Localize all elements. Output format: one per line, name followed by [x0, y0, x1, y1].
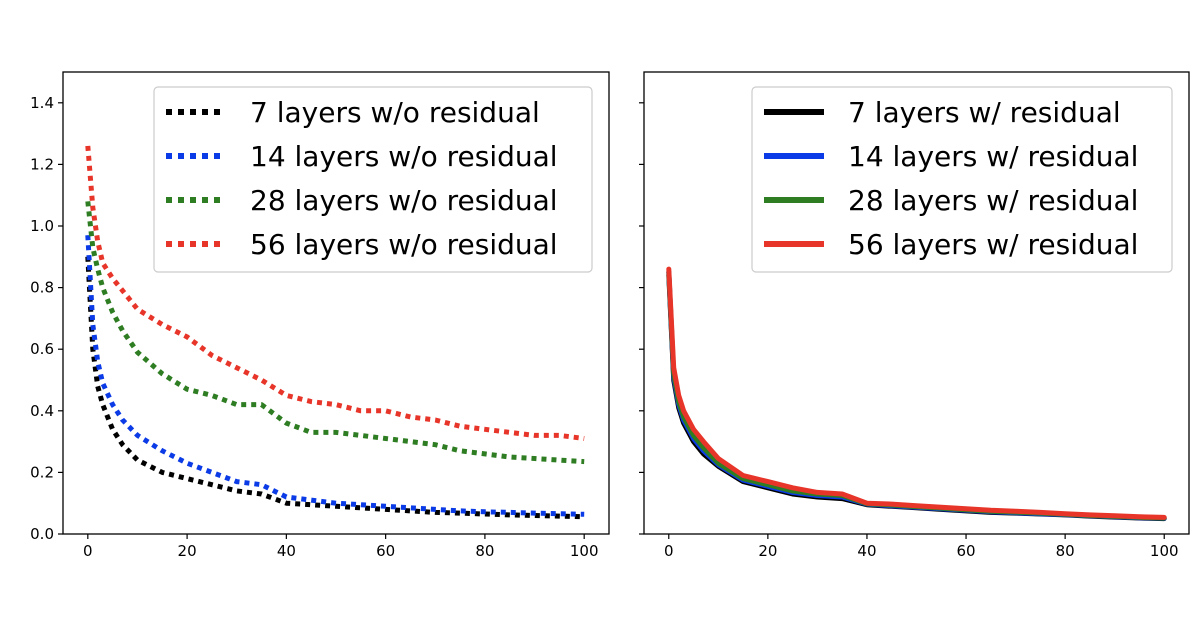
- y-tick-label: 0.4: [30, 402, 54, 420]
- y-tick-label: 1.2: [30, 155, 54, 173]
- y-tick-label: 0.8: [30, 279, 54, 297]
- axes-frame: [62, 71, 610, 535]
- series-line-3: [666, 269, 1167, 521]
- y-tick-label: 0.6: [30, 340, 54, 358]
- series-line-2: [666, 269, 1167, 521]
- series-line-4: [85, 145, 585, 441]
- x-tick-label: 60: [956, 542, 975, 560]
- legend: 7 layers w/o residual 14 layers w/o resid…: [153, 86, 593, 273]
- y-tick-label: 0.2: [30, 463, 54, 481]
- x-tick-label: 100: [570, 542, 599, 560]
- series-line-4: [666, 266, 1167, 520]
- legend-label: 56 layers w/o residual: [250, 228, 558, 261]
- legend-label: 7 layers w/ residual: [848, 96, 1121, 129]
- x-tick-label: 40: [857, 542, 876, 560]
- x-tick-label: 20: [758, 542, 777, 560]
- x-tick-label: 80: [475, 542, 494, 560]
- x-tick-label: 80: [1056, 542, 1075, 560]
- right-plot-panel: 0 20 40 60 80 100 7 layers w/ residual 14 layer…: [639, 71, 1190, 560]
- x-tick-label: 60: [376, 542, 395, 560]
- axes-frame: [643, 71, 1190, 535]
- y-tick-label: 1.0: [30, 217, 54, 235]
- legend-box: [751, 86, 1173, 273]
- series-line-2: [85, 235, 585, 517]
- legend-label: 14 layers w/o residual: [250, 140, 558, 173]
- legend-label: 7 layers w/o residual: [250, 96, 540, 129]
- legend-box: [153, 86, 593, 273]
- left-plot-panel: 0 20 40 60 80 100 0.0 0.2 0.4 0.6 0.8 1.0 1.2 1.4 7 la…: [30, 71, 610, 560]
- legend-label: 56 layers w/ residual: [848, 228, 1138, 261]
- series-line-3: [85, 201, 585, 465]
- x-tick-label: 0: [664, 542, 674, 560]
- series-line-1: [85, 256, 585, 520]
- legend-label: 28 layers w/ residual: [848, 184, 1138, 217]
- x-tick-label: 0: [83, 542, 93, 560]
- x-tick-label: 20: [178, 542, 197, 560]
- y-tick-label: 1.4: [30, 94, 54, 112]
- x-tick-label: 40: [277, 542, 296, 560]
- legend-label: 14 layers w/ residual: [848, 140, 1138, 173]
- legend: 7 layers w/ residual 14 layers w/ residua…: [751, 86, 1173, 273]
- legend-label: 28 layers w/o residual: [250, 184, 558, 217]
- y-tick-label: 0.0: [30, 525, 54, 543]
- x-tick-label: 100: [1150, 542, 1179, 560]
